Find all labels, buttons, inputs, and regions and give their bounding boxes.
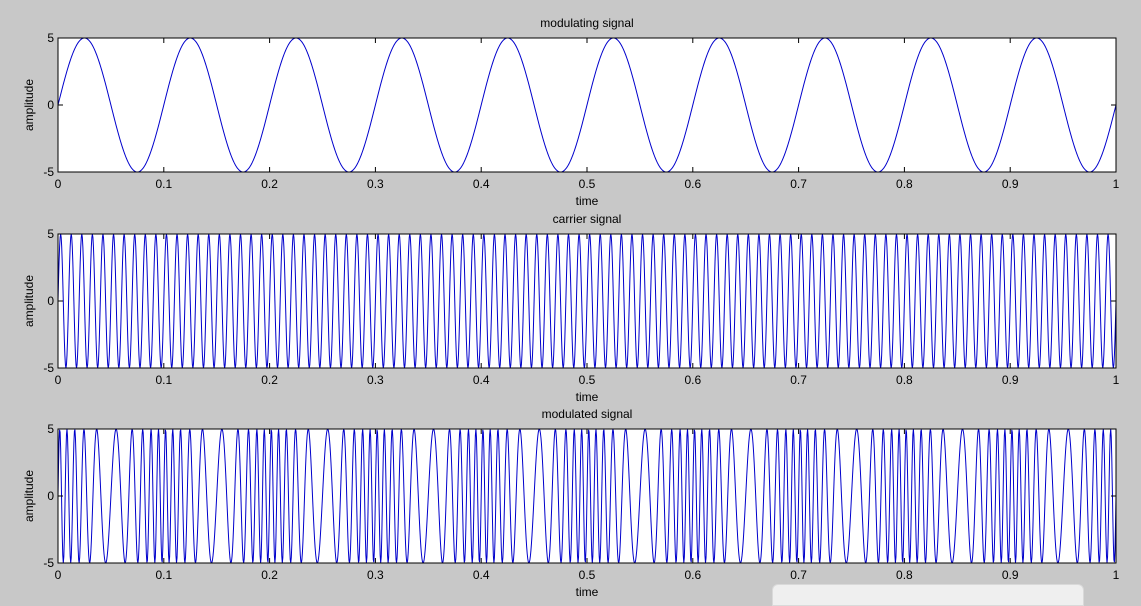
x-tick-label: 0.3 — [367, 177, 384, 191]
x-tick-label: 0.1 — [155, 373, 172, 387]
y-tick-label: 0 — [47, 489, 54, 503]
x-tick-label: 0.2 — [261, 177, 278, 191]
y-tick-label: 0 — [47, 98, 54, 112]
x-tick-label: 0.3 — [367, 568, 384, 582]
x-tick-label: 1 — [1113, 373, 1120, 387]
x-tick-label: 0.5 — [579, 568, 596, 582]
x-tick-label: 0.9 — [1002, 373, 1019, 387]
y-tick-label: 5 — [47, 422, 54, 436]
y-axis-label: amplitude — [22, 275, 36, 327]
x-tick-label: 1 — [1113, 177, 1120, 191]
x-tick-label: 0.2 — [261, 373, 278, 387]
y-axis-label: amplitude — [22, 470, 36, 522]
x-axis-label: time — [576, 194, 599, 208]
x-tick-label: 0.4 — [473, 568, 490, 582]
x-tick-label: 0.9 — [1002, 177, 1019, 191]
y-tick-label: 5 — [47, 227, 54, 241]
x-tick-label: 0.6 — [684, 568, 701, 582]
chart-title: carrier signal — [553, 212, 622, 226]
x-axis-label: time — [576, 585, 599, 599]
x-tick-label: 0.8 — [896, 568, 913, 582]
x-tick-label: 0.2 — [261, 568, 278, 582]
chart-title: modulating signal — [540, 16, 633, 30]
y-tick-label: 0 — [47, 294, 54, 308]
series-line-1 — [58, 38, 1116, 172]
y-tick-label: -5 — [43, 165, 54, 179]
x-tick-label: 0.1 — [155, 177, 172, 191]
x-tick-label: 0.9 — [1002, 568, 1019, 582]
x-tick-label: 0.7 — [790, 177, 807, 191]
x-tick-label: 0 — [55, 373, 62, 387]
series-line-1 — [58, 429, 1116, 563]
x-tick-label: 0.6 — [684, 373, 701, 387]
x-tick-label: 0.8 — [896, 373, 913, 387]
subplot-2: 0 0.1 0.2 0.3 0.4 0.5 0.6 0.7 0.8 0.9 1-505carrier… — [22, 212, 1120, 404]
series-line-1 — [58, 234, 1116, 368]
x-axis-label: time — [576, 390, 599, 404]
y-axis-label: amplitude — [22, 79, 36, 131]
x-tick-label: 0.8 — [896, 177, 913, 191]
overlapping-popup-edge — [772, 584, 1084, 606]
x-tick-label: 0.5 — [579, 177, 596, 191]
x-tick-label: 0.4 — [473, 373, 490, 387]
y-tick-label: -5 — [43, 556, 54, 570]
x-tick-label: 0 — [55, 568, 62, 582]
x-tick-label: 0.7 — [790, 568, 807, 582]
subplot-3: 0 0.1 0.2 0.3 0.4 0.5 0.6 0.7 0.8 0.9 1-505modulat… — [22, 407, 1120, 599]
y-tick-label: 5 — [47, 31, 54, 45]
y-tick-label: -5 — [43, 361, 54, 375]
x-tick-label: 0.7 — [790, 373, 807, 387]
x-tick-label: 0.4 — [473, 177, 490, 191]
x-tick-label: 0 — [55, 177, 62, 191]
x-tick-label: 1 — [1113, 568, 1120, 582]
subplot-1: 0 0.1 0.2 0.3 0.4 0.5 0.6 0.7 0.8 0.9 1-505modulat… — [22, 16, 1120, 208]
x-tick-label: 0.3 — [367, 373, 384, 387]
x-tick-label: 0.5 — [579, 373, 596, 387]
chart-title: modulated signal — [542, 407, 633, 421]
x-tick-label: 0.1 — [155, 568, 172, 582]
x-tick-label: 0.6 — [684, 177, 701, 191]
